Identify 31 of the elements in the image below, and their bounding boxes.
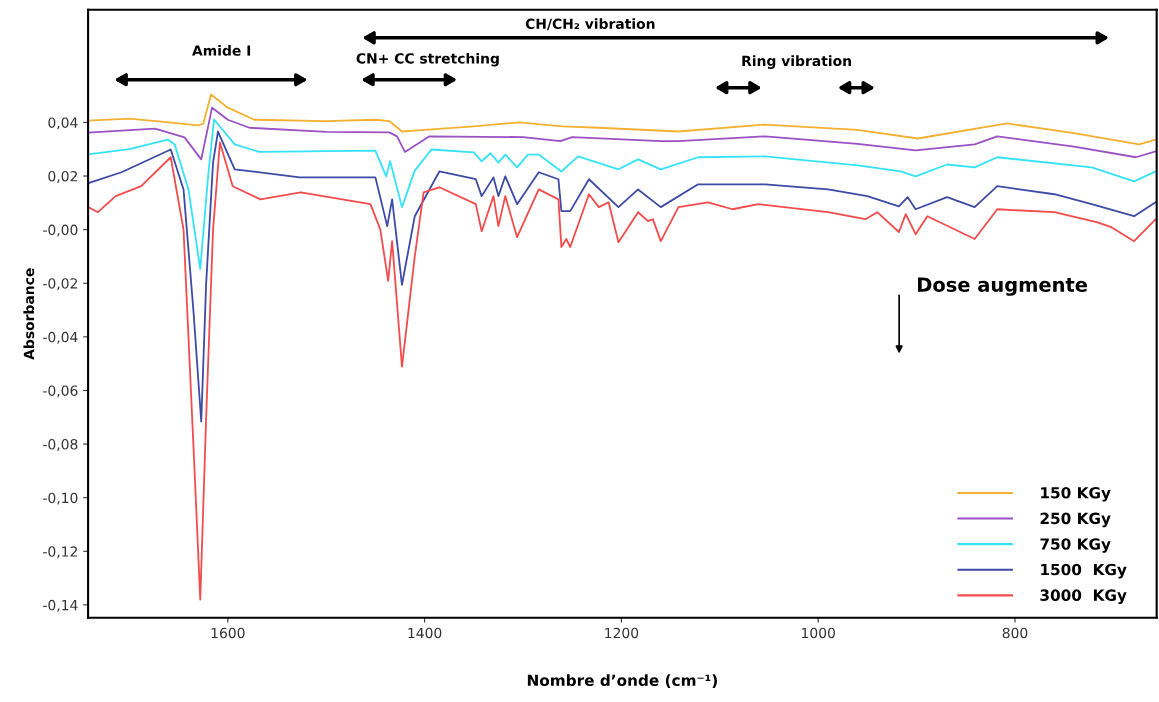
line-series [88,130,1157,423]
x-axis-title: Nombre d’onde (cm⁻¹) [527,674,717,688]
y-tick-label: -0,12 [43,546,77,559]
line-series [88,93,1157,146]
y-tick-label: 0,02 [48,170,77,183]
annotation: Amide I [192,45,251,56]
y-tick-label: -0,04 [43,331,78,344]
legend-label: 3000 KGy [1040,589,1127,605]
x-tick-label: 1000 [802,627,835,639]
y-tick-label: -0,02 [43,278,77,291]
y-tick-label: -0,14 [43,599,78,612]
x-tick-label: 800 [1002,627,1028,639]
legend-label: 750 KGy [1040,538,1111,553]
y-axis-title: Absorbance [23,268,35,360]
legend-label: 150 KGy [1041,486,1111,502]
annotation: CN+ CC stretching [356,52,499,67]
y-tick-label: 0,04 [48,117,78,130]
x-tick-label: 1400 [408,627,442,639]
y-tick-label: -0,00 [43,224,78,237]
legend-label: 250 KGy [1040,512,1111,528]
x-tick-label: 1200 [605,627,639,639]
line-series [88,106,1157,161]
x-tick-label: 1600 [211,627,245,639]
annotation: Ring vibration [742,55,851,69]
annotation: CH/CH₂ vibration [525,18,655,31]
y-tick-label: -0,08 [43,439,78,451]
annotation: Dose augmente [918,277,1087,296]
line-series [88,118,1157,270]
legend-label: 1500 KGy [1041,563,1127,579]
y-tick-label: -0,10 [43,492,78,505]
y-tick-label: -0,06 [43,385,78,398]
